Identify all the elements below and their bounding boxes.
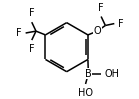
Text: O: O xyxy=(94,26,101,36)
Text: B: B xyxy=(85,69,92,79)
Text: F: F xyxy=(98,3,104,13)
Text: F: F xyxy=(16,28,22,38)
Text: OH: OH xyxy=(105,69,120,79)
Text: F: F xyxy=(118,19,124,29)
Text: F: F xyxy=(29,8,35,18)
Text: F: F xyxy=(29,44,35,54)
Text: HO: HO xyxy=(78,88,93,98)
